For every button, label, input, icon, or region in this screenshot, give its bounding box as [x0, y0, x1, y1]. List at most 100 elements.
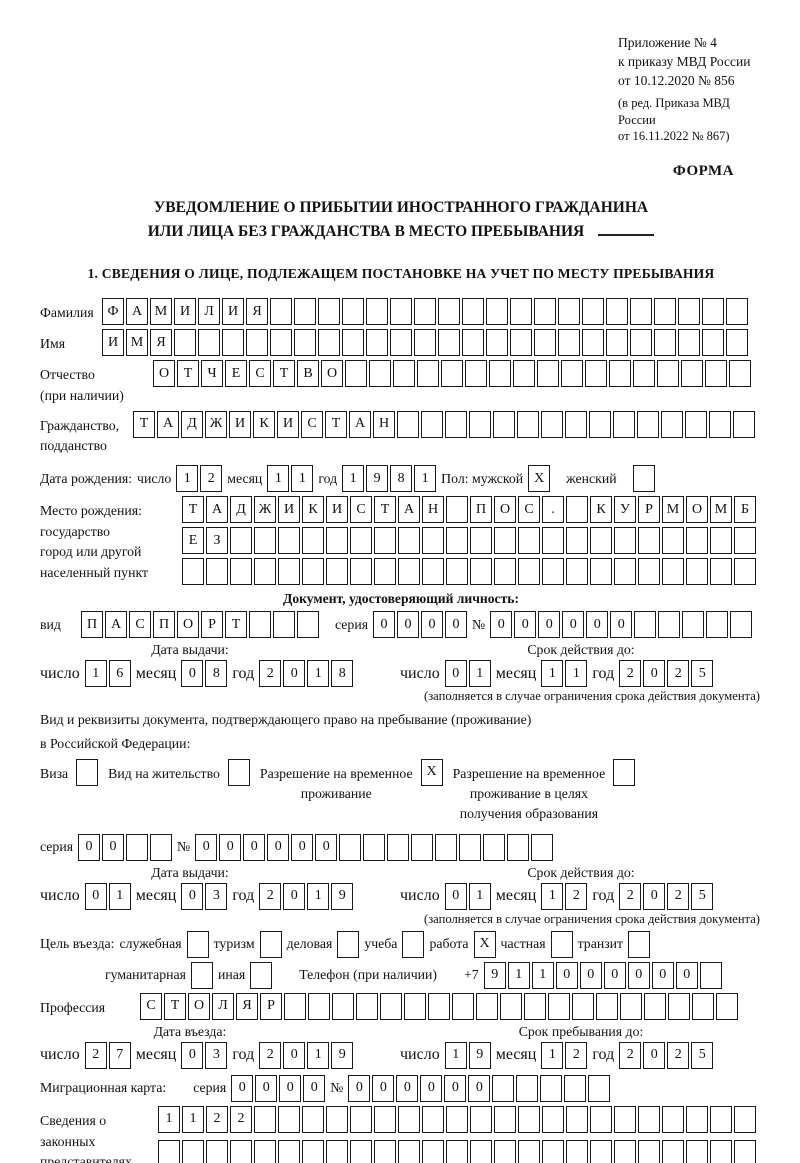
purpose-study-checkbox[interactable] — [402, 930, 425, 958]
char-cell[interactable]: 2 — [565, 1041, 588, 1069]
char-cell[interactable] — [278, 1105, 300, 1133]
char-cell[interactable] — [654, 329, 676, 357]
char-cell[interactable] — [206, 558, 228, 586]
char-cell[interactable]: 9 — [468, 1041, 491, 1069]
char-cell[interactable] — [302, 558, 324, 586]
char-cell[interactable]: 1 — [541, 882, 564, 910]
char-cell[interactable] — [716, 992, 738, 1020]
char-cell[interactable] — [590, 1105, 612, 1133]
char-cell[interactable] — [564, 1074, 587, 1102]
char-cell[interactable] — [614, 1139, 636, 1163]
char-cell[interactable]: С — [350, 496, 372, 524]
char-cell[interactable] — [445, 410, 467, 438]
char-cell[interactable] — [500, 992, 522, 1020]
char-cell[interactable] — [614, 527, 636, 555]
char-cell[interactable]: М — [662, 496, 684, 524]
char-cell[interactable]: 0 — [291, 833, 314, 861]
visa-checkbox[interactable] — [76, 758, 99, 786]
char-cell[interactable] — [678, 298, 700, 326]
char-cell[interactable]: 1 — [468, 882, 491, 910]
char-cell[interactable]: А — [105, 611, 127, 639]
char-cell[interactable] — [326, 558, 348, 586]
char-cell[interactable]: 0 — [373, 611, 396, 639]
char-cell[interactable] — [302, 1139, 324, 1163]
char-cell[interactable]: 0 — [444, 660, 467, 688]
char-cell[interactable]: Р — [260, 992, 282, 1020]
residence-permit-checkbox[interactable] — [227, 758, 250, 786]
char-cell[interactable]: Т — [164, 992, 186, 1020]
char-cell[interactable]: 0 — [195, 833, 218, 861]
char-cell[interactable]: 5 — [691, 1041, 714, 1069]
char-cell[interactable] — [398, 1105, 420, 1133]
char-cell[interactable]: 0 — [84, 882, 107, 910]
char-cell[interactable]: 2 — [619, 660, 642, 688]
char-cell[interactable]: Л — [198, 298, 220, 326]
char-cell[interactable] — [350, 527, 372, 555]
char-cell[interactable] — [230, 527, 252, 555]
char-cell[interactable] — [278, 558, 300, 586]
purpose-private-checkbox[interactable] — [550, 930, 573, 958]
char-cell[interactable]: 1 — [291, 465, 314, 493]
char-cell[interactable] — [273, 611, 295, 639]
char-cell[interactable]: К — [590, 496, 612, 524]
char-cell[interactable] — [702, 298, 724, 326]
char-cell[interactable] — [638, 1139, 660, 1163]
char-cell[interactable] — [422, 558, 444, 586]
char-cell[interactable] — [230, 558, 252, 586]
char-cell[interactable] — [494, 1105, 516, 1133]
char-cell[interactable] — [486, 329, 508, 357]
char-cell[interactable]: 0 — [643, 660, 666, 688]
char-cell[interactable]: 1 — [108, 882, 131, 910]
char-cell[interactable] — [662, 1105, 684, 1133]
char-cell[interactable]: О — [153, 360, 175, 388]
char-cell[interactable] — [517, 410, 539, 438]
char-cell[interactable]: 1 — [541, 1041, 564, 1069]
char-cell[interactable]: 9 — [366, 465, 389, 493]
char-cell[interactable]: 0 — [420, 1074, 443, 1102]
char-cell[interactable]: Т — [182, 496, 204, 524]
char-cell[interactable] — [492, 1074, 515, 1102]
char-cell[interactable]: 2 — [259, 660, 282, 688]
char-cell[interactable] — [465, 360, 487, 388]
char-cell[interactable] — [470, 558, 492, 586]
char-cell[interactable]: Н — [373, 410, 395, 438]
char-cell[interactable]: 0 — [255, 1074, 278, 1102]
char-cell[interactable] — [510, 298, 532, 326]
char-cell[interactable]: К — [253, 410, 275, 438]
char-cell[interactable]: Я — [150, 329, 172, 357]
char-cell[interactable] — [734, 1105, 756, 1133]
char-cell[interactable]: Н — [422, 496, 444, 524]
char-cell[interactable]: С — [140, 992, 162, 1020]
char-cell[interactable] — [710, 1139, 732, 1163]
purpose-humanitarian-checkbox[interactable] — [190, 961, 213, 989]
char-cell[interactable]: О — [686, 496, 708, 524]
char-cell[interactable]: 1 — [444, 1041, 467, 1069]
char-cell[interactable] — [516, 1074, 539, 1102]
char-cell[interactable]: С — [129, 611, 151, 639]
char-cell[interactable]: 9 — [483, 961, 506, 989]
char-cell[interactable]: В — [297, 360, 319, 388]
char-cell[interactable]: А — [126, 298, 148, 326]
char-cell[interactable] — [270, 329, 292, 357]
char-cell[interactable]: 5 — [691, 660, 714, 688]
char-cell[interactable]: 0 — [445, 611, 468, 639]
char-cell[interactable] — [441, 360, 463, 388]
char-cell[interactable] — [150, 833, 173, 861]
char-cell[interactable] — [489, 360, 511, 388]
char-cell[interactable] — [657, 360, 679, 388]
char-cell[interactable]: 2 — [206, 1105, 228, 1133]
char-cell[interactable]: О — [494, 496, 516, 524]
char-cell[interactable]: А — [349, 410, 371, 438]
char-cell[interactable] — [710, 527, 732, 555]
char-cell[interactable] — [699, 961, 722, 989]
char-cell[interactable]: О — [321, 360, 343, 388]
char-cell[interactable] — [566, 496, 588, 524]
char-cell[interactable] — [734, 527, 756, 555]
purpose-business-checkbox[interactable] — [337, 930, 360, 958]
char-cell[interactable] — [537, 360, 559, 388]
char-cell[interactable] — [534, 329, 556, 357]
char-cell[interactable] — [542, 558, 564, 586]
char-cell[interactable] — [620, 992, 642, 1020]
char-cell[interactable] — [638, 1105, 660, 1133]
char-cell[interactable]: 0 — [181, 1041, 204, 1069]
